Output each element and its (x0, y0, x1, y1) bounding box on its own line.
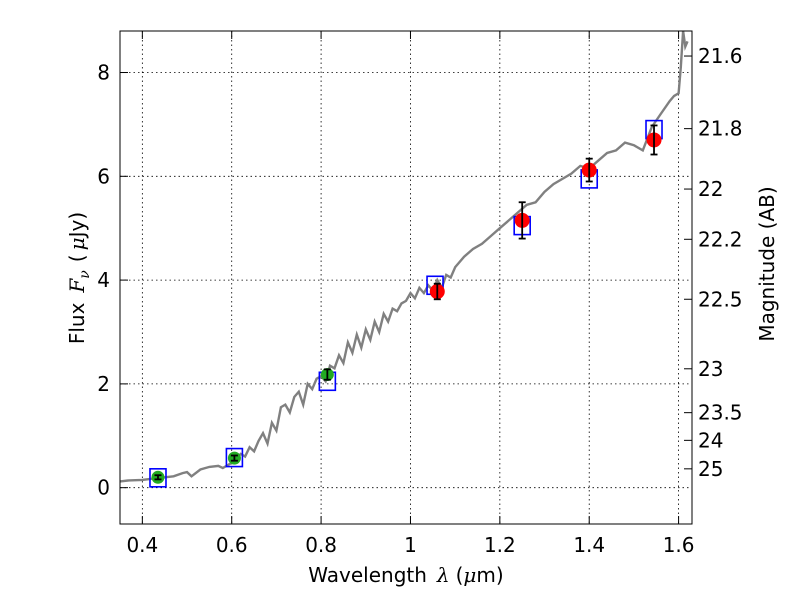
model-box (225, 447, 244, 468)
magnitude-tick-label: 22.5 (698, 287, 743, 311)
x-tick-label: 1 (404, 533, 417, 557)
grid-layer (120, 31, 692, 524)
photometry-point-layer (151, 124, 662, 484)
y-tick-label: 2 (97, 372, 110, 396)
x-tick-label: 1.6 (663, 533, 695, 557)
model-box (149, 468, 167, 488)
x-tick-label: 0.4 (126, 533, 158, 557)
y-axis-label: FluxFν(μJy) (65, 212, 93, 344)
y-tick-label: 4 (97, 268, 110, 292)
magnitude-axis-label: Magnitude (AB) (755, 186, 779, 341)
magnitude-tick-label: 22.2 (698, 227, 743, 251)
magnitude-tick-label: 23 (698, 357, 723, 381)
spectrum-line (120, 31, 689, 483)
x-tick-label: 0.6 (216, 533, 248, 557)
magnitude-tick-label: 24 (698, 428, 723, 452)
tick-layer: 0.4 0.6 0.8 1 1.2 1.4 1.60246821.621.82222.222… (97, 31, 743, 557)
y-tick-label: 0 (97, 476, 110, 500)
magnitude-tick-label: 22 (698, 177, 723, 201)
x-axis-label: Wavelength λ (μm) (308, 563, 503, 587)
axes-frame (119, 30, 693, 525)
magnitude-tick-label: 23.5 (698, 401, 743, 425)
x-tick-label: 1.4 (573, 533, 605, 557)
spectrum-layer (120, 31, 689, 483)
y-tick-label: 8 (97, 61, 110, 85)
y-tick-label: 6 (97, 164, 110, 188)
x-tick-label: 1.2 (484, 533, 516, 557)
magnitude-tick-label: 21.6 (698, 44, 743, 68)
x-tick-label: 0.8 (305, 533, 337, 557)
magnitude-tick-label: 25 (698, 457, 723, 481)
axes-layer (119, 30, 693, 525)
magnitude-tick-label: 21.8 (698, 117, 743, 141)
